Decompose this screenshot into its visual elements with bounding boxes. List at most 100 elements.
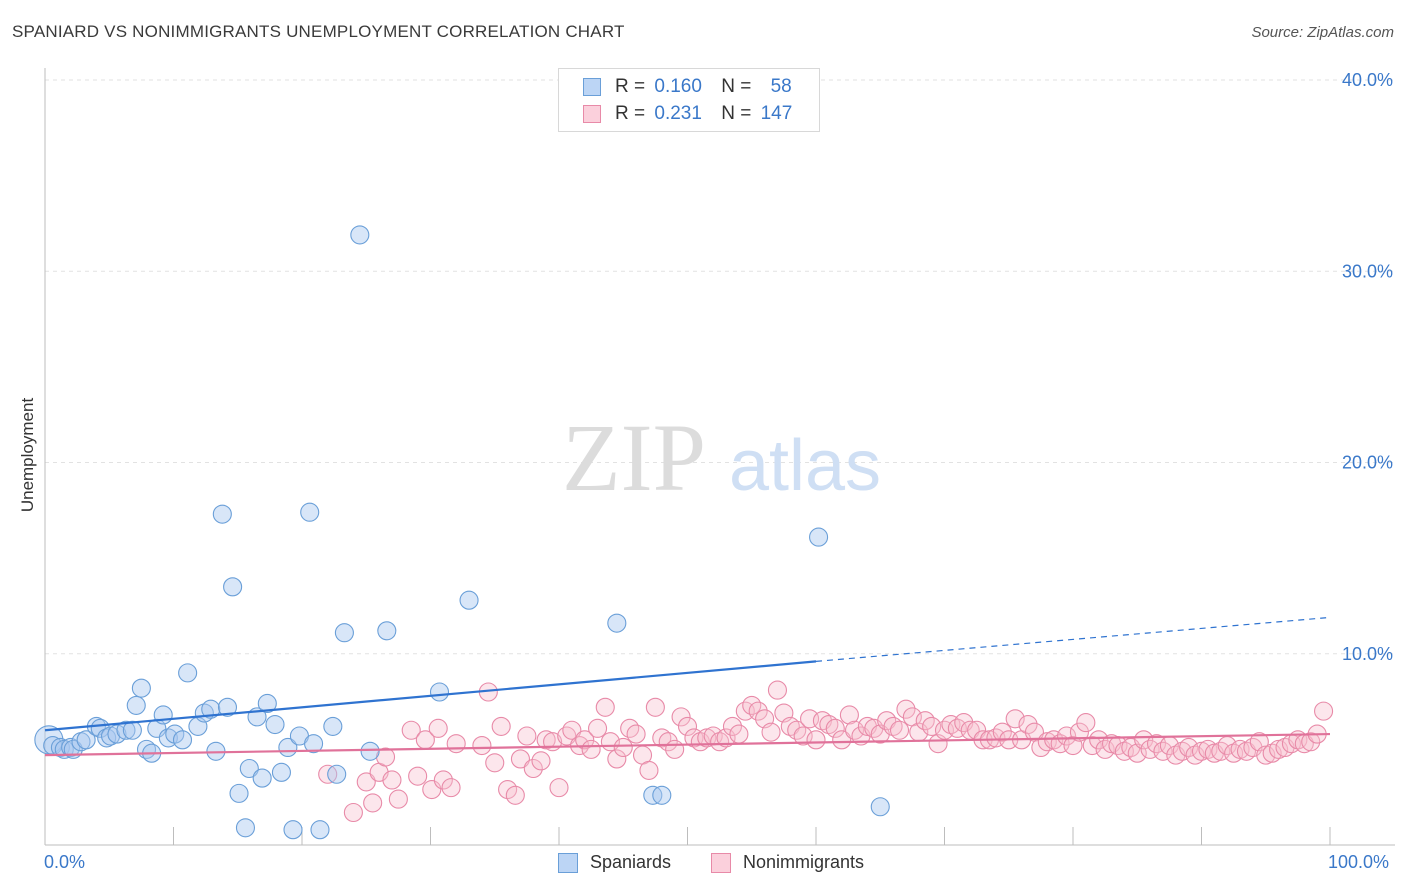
spaniards-point	[229, 783, 249, 803]
nonimmigrants-point	[446, 734, 466, 754]
spaniards-point	[239, 758, 259, 779]
n-label: N =	[721, 76, 752, 97]
source-label: Source: ZipAtlas.com	[1251, 24, 1394, 41]
nonimmigrants-point	[896, 699, 916, 719]
nonimmigrants-point	[575, 730, 595, 750]
nonimmigrants-point	[1256, 745, 1276, 765]
gridlines	[45, 79, 1395, 655]
spaniards-point	[652, 785, 672, 805]
nonimmigrants-point	[517, 726, 537, 746]
nonimmigrants-point	[531, 751, 551, 771]
spaniards-trend-extension	[815, 616, 1331, 662]
spaniards-point	[172, 730, 193, 750]
nonimmigrants-point	[581, 739, 601, 759]
spaniards-point	[809, 527, 829, 547]
nonimmigrants-point	[1089, 730, 1109, 750]
nonimmigrants-point	[1134, 730, 1154, 750]
nonimmigrants-point	[382, 770, 402, 790]
nonimmigrants-point	[767, 680, 788, 700]
n-label: N =	[721, 103, 752, 124]
nonimmigrants-point	[401, 720, 421, 740]
spaniards-point	[327, 764, 347, 784]
spaniards-point	[201, 699, 221, 719]
nonimmigrants-point	[536, 730, 556, 750]
nonimmigrants-point	[677, 716, 698, 736]
nonimmigrants-point	[639, 760, 659, 780]
spaniards-point	[116, 720, 136, 740]
axes	[44, 68, 1395, 846]
nonimmigrants-point	[1301, 732, 1321, 752]
y-tick-label: 20.0%	[1342, 453, 1393, 473]
spaniards-point	[217, 697, 238, 717]
nonimmigrants-point	[1005, 709, 1025, 729]
spaniards-point	[76, 730, 96, 750]
y-tick-label: 30.0%	[1342, 261, 1393, 281]
legend-swatch-spaniards	[558, 853, 578, 873]
spaniards-point	[870, 797, 890, 817]
nonimmigrants-point	[408, 766, 428, 786]
nonimmigrants-point	[922, 716, 942, 736]
nonimmigrants-point	[626, 724, 646, 744]
nonimmigrants-point	[793, 726, 813, 746]
y-tick-label: 10.0%	[1342, 644, 1393, 664]
spaniards-point	[271, 762, 291, 782]
y-tick-labels: 10.0% 20.0% 30.0% 40.0%	[1342, 70, 1393, 664]
nonimmigrants-point	[510, 749, 531, 769]
nonimmigrants-point	[697, 728, 717, 748]
nonimmigrants-point	[671, 707, 691, 727]
trend-lines	[44, 616, 1331, 757]
spaniards-point	[165, 724, 185, 744]
nonimmigrants-point	[607, 749, 627, 769]
nonimmigrants-point	[587, 718, 608, 738]
nonimmigrants-point	[761, 722, 781, 742]
x-tick-label-max: 100.0%	[1328, 852, 1390, 872]
nonimmigrants-point	[595, 697, 615, 717]
legend-label-nonimmigrants: Nonimmigrants	[743, 852, 865, 872]
spaniards-point	[212, 504, 232, 524]
chart-title: SPANIARD VS NONIMMIGRANTS UNEMPLOYMENT C…	[12, 22, 625, 41]
nonimmigrants-point	[498, 779, 518, 800]
nonimmigrants-point	[1057, 726, 1077, 746]
nonimmigrants-point	[356, 772, 376, 792]
x-tick-label-min: 0.0%	[44, 852, 86, 872]
legend-label-spaniards: Spaniards	[590, 852, 672, 872]
nonimmigrants-point	[839, 705, 859, 725]
spaniards-point	[459, 590, 479, 610]
spaniards-point	[126, 695, 146, 715]
nonimmigrants-point	[472, 735, 492, 756]
n-value-spaniards: 58	[770, 76, 792, 97]
r-label: R =	[615, 76, 646, 97]
r-value-spaniards: 0.160	[654, 76, 702, 97]
nonimmigrants-points	[318, 680, 1334, 823]
spaniards-point	[607, 613, 627, 633]
nonimmigrants-point	[1179, 737, 1199, 758]
nonimmigrants-point	[658, 732, 678, 752]
nonimmigrants-point	[665, 739, 685, 759]
spaniards-point	[235, 818, 256, 838]
spaniards-trend-line	[44, 660, 817, 732]
spaniards-point	[310, 820, 330, 840]
spaniards-point	[257, 693, 277, 714]
nonimmigrants-point	[505, 785, 525, 805]
nonimmigrants-point	[562, 720, 582, 740]
nonimmigrants-point	[645, 697, 665, 717]
spaniards-point	[178, 663, 198, 683]
watermark-atlas: atlas	[729, 426, 881, 506]
nonimmigrants-point	[523, 758, 543, 779]
y-tick-label: 40.0%	[1342, 70, 1393, 90]
spaniards-point	[429, 682, 450, 702]
nonimmigrants-point	[825, 718, 845, 738]
stats-legend: R = 0.160 N = 58 R = 0.231 N = 147	[558, 68, 820, 132]
nonimmigrants-point	[549, 778, 569, 798]
nonimmigrants-point	[1269, 739, 1289, 759]
r-value-nonimmigrants: 0.231	[654, 103, 702, 124]
nonimmigrants-point	[806, 730, 826, 750]
nonimmigrants-point	[613, 737, 633, 758]
nonimmigrants-point	[832, 730, 852, 750]
spaniards-point	[252, 768, 272, 788]
nonimmigrants-point	[748, 701, 768, 721]
nonimmigrants-point	[1314, 701, 1334, 721]
nonimmigrants-point	[889, 720, 910, 740]
nonimmigrants-point	[722, 716, 743, 736]
